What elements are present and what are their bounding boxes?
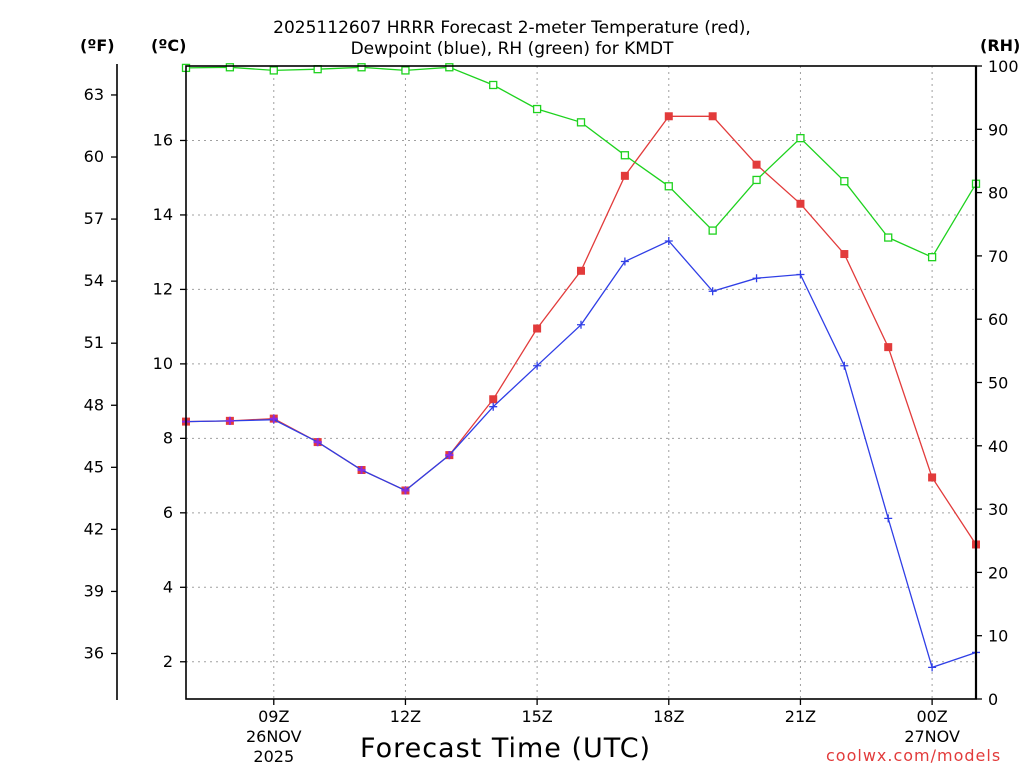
rh-point [576, 118, 586, 127]
x-tick-label: 15Z [521, 707, 552, 726]
rh-tick-label: 30 [988, 500, 1008, 519]
rh-tick-label: 70 [988, 247, 1008, 266]
fahrenheit-tick-label: 51 [84, 333, 104, 352]
rh-point [489, 80, 498, 90]
x-tick-date: 27NOV [904, 727, 960, 746]
rh-point [884, 233, 893, 242]
overlap-point [445, 451, 454, 460]
celsius-tick-label: 8 [163, 428, 173, 447]
rh-tick-label: 20 [988, 563, 1008, 582]
dewpoint-point [884, 514, 893, 523]
temperature-point [752, 160, 761, 169]
rh-point [445, 63, 454, 72]
dewpoint-point [577, 320, 585, 329]
rh-point [532, 104, 542, 114]
fahrenheit-tick-label: 39 [84, 581, 104, 600]
rh-point [927, 253, 937, 262]
rh-tick-label: 80 [988, 184, 1008, 203]
x-tick-label: 09Z [258, 707, 289, 726]
rh-tick-label: 90 [988, 120, 1008, 139]
dewpoint-point [752, 274, 761, 283]
dewpoint-point [796, 270, 805, 279]
dewpoint-point [928, 663, 937, 672]
x-axis-title: Forecast Time (UTC) [360, 733, 652, 764]
rh-point [840, 177, 849, 186]
plot-frame [185, 65, 977, 700]
rh-point [664, 182, 673, 191]
x-tick-label: 00Z [916, 707, 947, 726]
temperature-point [884, 343, 893, 352]
x-tick-label: 21Z [785, 707, 816, 726]
celsius-tick-label: 2 [163, 652, 173, 671]
temperature-point [708, 112, 717, 121]
temperature-point [840, 250, 849, 259]
rh-line [185, 66, 977, 259]
chart-title-line2: Dewpoint (blue), RH (green) for KMDT [350, 39, 674, 59]
celsius-tick-label: 10 [153, 354, 173, 373]
fahrenheit-tick-label: 54 [84, 271, 104, 290]
dewpoint-point [708, 287, 717, 296]
celsius-tick-label: 4 [163, 577, 173, 596]
x-tick-date: 26NOV [246, 727, 302, 746]
celsius-tick-label: 16 [153, 130, 173, 149]
dewpoint-point [840, 361, 849, 370]
rh-tick-label: 60 [988, 310, 1008, 329]
celsius-unit-label: (ºC) [151, 36, 187, 55]
rh-point [225, 63, 235, 72]
series-layer [181, 63, 981, 672]
rh-point [269, 66, 278, 75]
fahrenheit-tick-label: 45 [84, 457, 104, 476]
rh-tick-label: 40 [988, 437, 1008, 456]
rh-point [620, 151, 630, 160]
temperature-line [185, 115, 977, 545]
fahrenheit-unit-label: (ºF) [80, 36, 115, 55]
temperature-point [796, 199, 805, 208]
fahrenheit-tick-label: 60 [84, 147, 104, 166]
temperature-point [664, 112, 673, 121]
celsius-tick-label: 12 [153, 279, 173, 298]
fahrenheit-tick-label: 42 [84, 519, 104, 538]
rh-point [708, 226, 717, 235]
x-tick-label: 18Z [653, 707, 684, 726]
rh-point [752, 175, 761, 185]
fahrenheit-tick-label: 63 [84, 85, 104, 104]
celsius-tick-label: 14 [153, 205, 173, 224]
rh-point [357, 63, 366, 72]
fahrenheit-tick-label: 36 [84, 643, 104, 662]
rh-tick-label: 100 [988, 57, 1019, 76]
overlap-point [357, 466, 366, 475]
rh-tick-label: 10 [988, 627, 1008, 646]
fahrenheit-tick-label: 57 [84, 209, 104, 228]
dewpoint-point [664, 237, 673, 246]
temperature-point [533, 324, 542, 333]
source-credit: coolwx.com/models [826, 746, 1002, 765]
axes-layer: 2 4 6 8 10 12 14 16 36 39 42 45 48 51 54 57 60 63 0 10 20 30 4… [84, 57, 1019, 766]
rh-tick-label: 0 [988, 690, 998, 709]
grid-lines [186, 66, 976, 699]
rh-tick-label: 50 [988, 374, 1008, 393]
rh-unit-label: (RH) [980, 36, 1021, 55]
x-tick-year: 2025 [253, 747, 294, 766]
overlap-point [269, 414, 278, 423]
fahrenheit-tick-label: 48 [84, 395, 104, 414]
overlap-point [313, 438, 322, 447]
temperature-point [928, 473, 937, 482]
dewpoint-point [533, 361, 542, 370]
rh-point [796, 134, 805, 143]
rh-point [401, 66, 410, 75]
x-tick-label: 12Z [390, 707, 421, 726]
temperature-point [489, 395, 498, 404]
overlap-point [401, 486, 410, 495]
dewpoint-point [489, 402, 498, 411]
temperature-point [620, 171, 629, 180]
chart-title-line1: 2025112607 HRRR Forecast 2-meter Tempera… [273, 18, 751, 38]
dewpoint-point [620, 257, 629, 266]
temperature-point [577, 266, 585, 275]
celsius-tick-label: 6 [163, 503, 173, 522]
overlap-point [225, 416, 234, 425]
dewpoint-line [185, 240, 977, 669]
